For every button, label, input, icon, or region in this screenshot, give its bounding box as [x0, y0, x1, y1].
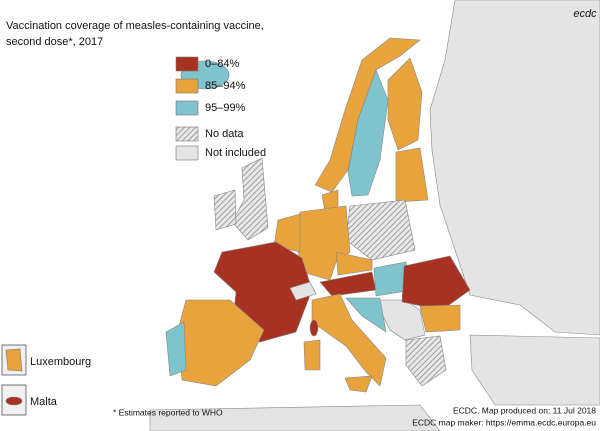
- country: [289, 281, 317, 301]
- credit: ECDC. Map produced on: 11 Jul 2018: [453, 405, 596, 415]
- country: [345, 297, 387, 333]
- country: [309, 319, 319, 337]
- country: [395, 147, 429, 203]
- country: [405, 335, 447, 387]
- credit: ECDC map maker: https://emma.ecdc.europa…: [412, 417, 596, 427]
- country: [335, 251, 373, 276]
- inset-country: [5, 348, 23, 372]
- country: [231, 157, 269, 241]
- inset-country: [5, 396, 23, 406]
- country: [149, 404, 441, 431]
- country: [311, 293, 387, 387]
- country: [419, 304, 461, 333]
- country: [429, 0, 600, 336]
- country: [314, 37, 421, 193]
- title-line: Vaccination coverage of measles-containi…: [6, 20, 264, 32]
- legend-swatch: [175, 78, 199, 94]
- country: [273, 213, 301, 253]
- footnote: * Estimates reported to WHO: [113, 407, 223, 417]
- legend-swatch: [175, 126, 199, 142]
- inset-label: Malta: [30, 396, 58, 408]
- country: [387, 57, 423, 151]
- legend-label: 95–99%: [205, 102, 246, 114]
- country: [303, 339, 321, 371]
- legend-label: Not included: [205, 147, 266, 159]
- legend-label: 0–84%: [205, 58, 239, 70]
- country: [165, 321, 187, 377]
- countries: [149, 0, 600, 431]
- country: [213, 189, 237, 231]
- legend-label: 85–94%: [205, 80, 246, 92]
- title-line: second dose*, 2017: [6, 36, 103, 48]
- country: [401, 255, 471, 311]
- logo: ecdc: [573, 8, 597, 20]
- legend-swatch: [175, 145, 199, 161]
- country: [469, 334, 600, 406]
- country: [344, 375, 373, 393]
- legend-swatch: [175, 100, 199, 116]
- legend-label: No data: [205, 128, 244, 140]
- country: [347, 69, 389, 197]
- legend-swatch: [175, 56, 199, 72]
- inset-label: Luxembourg: [30, 356, 91, 368]
